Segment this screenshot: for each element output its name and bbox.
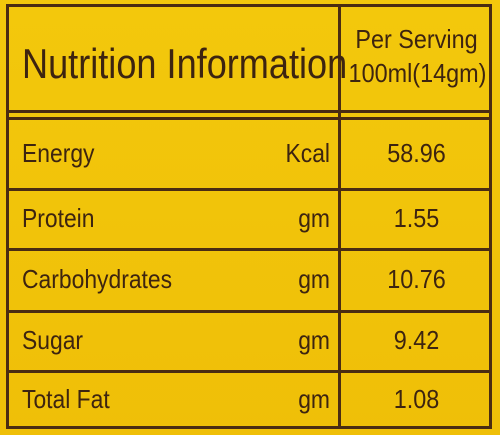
nutrient-name: Total Fat [22, 384, 110, 414]
nutrient-name: Sugar [22, 325, 84, 355]
amount: 1.08 [393, 384, 440, 414]
unit: gm [298, 264, 330, 294]
row-divider [6, 110, 492, 113]
column-header: 100ml(14gm) [348, 58, 487, 88]
table-title: Nutrition Information [22, 40, 348, 87]
row-divider [6, 310, 492, 313]
row-divider [6, 248, 492, 251]
amount: 58.96 [387, 138, 446, 168]
row-divider [6, 117, 492, 120]
amount: 9.42 [393, 325, 440, 355]
nutrient-name: Protein [22, 203, 95, 233]
row-divider [6, 188, 492, 191]
unit: gm [298, 325, 330, 355]
nutrient-name: Energy [22, 138, 95, 168]
nutrient-name: Carbohydrates [22, 264, 173, 294]
outer-border [6, 4, 492, 429]
column-header: Per Serving [355, 24, 478, 54]
unit: gm [298, 384, 330, 414]
unit: gm [298, 203, 330, 233]
row-divider [6, 370, 492, 373]
amount: 1.55 [393, 203, 440, 233]
unit: Kcal [285, 138, 330, 168]
amount: 10.76 [387, 264, 446, 294]
column-divider [338, 4, 341, 429]
